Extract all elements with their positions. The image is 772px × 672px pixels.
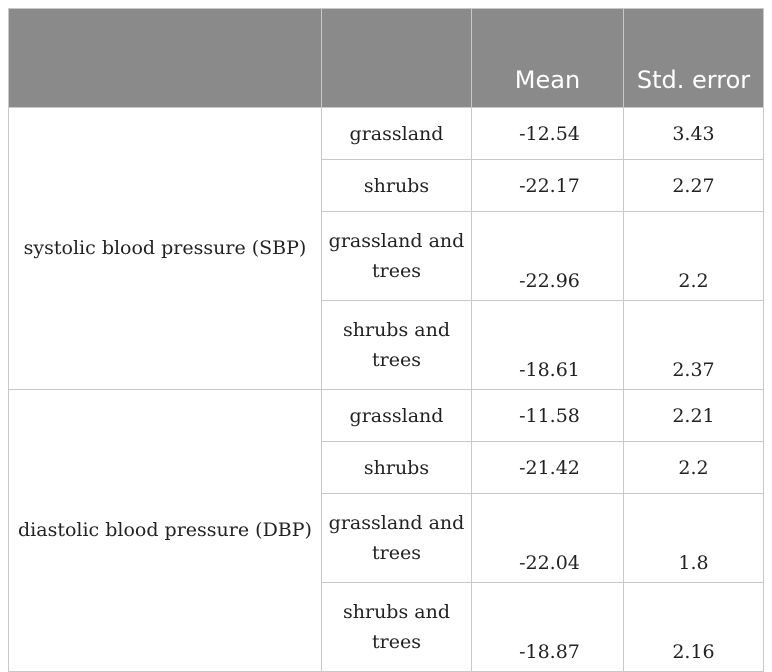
std-error-cell: 2.27 <box>623 159 764 212</box>
category-cell: grassland and trees <box>321 211 472 301</box>
category-cell: shrubs <box>321 441 472 494</box>
table-row: grassland and trees -22.04 1.8 <box>9 493 764 583</box>
std-error-cell: 2.16 <box>623 582 764 672</box>
header-group <box>8 8 322 108</box>
std-error-cell: 2.21 <box>623 389 764 442</box>
table-row: shrubs -22.17 2.27 <box>9 159 764 212</box>
std-error-cell: 3.43 <box>623 107 764 160</box>
mean-cell: -21.42 <box>471 441 624 494</box>
header-row: Mean Std. error <box>8 8 764 108</box>
table-body: systolic blood pressure (SBP) grassland … <box>8 107 764 672</box>
table-row: shrubs -21.42 2.2 <box>9 441 764 494</box>
mean-cell: -22.17 <box>471 159 624 212</box>
category-cell: shrubs and trees <box>321 582 472 672</box>
category-cell: grassland <box>321 389 472 442</box>
mean-cell: -22.96 <box>471 211 624 301</box>
category-cell: grassland and trees <box>321 493 472 583</box>
results-table: Mean Std. error systolic blood pressure … <box>8 8 764 672</box>
mean-cell: -22.04 <box>471 493 624 583</box>
header-std-error: Std. error <box>623 8 764 108</box>
table-row: shrubs and trees -18.61 2.37 <box>9 300 764 390</box>
std-error-cell: 2.2 <box>623 441 764 494</box>
mean-cell: -12.54 <box>471 107 624 160</box>
header-mean: Mean <box>471 8 624 108</box>
table-row: systolic blood pressure (SBP) grassland … <box>8 107 764 390</box>
mean-cell: -18.61 <box>471 300 624 390</box>
std-error-cell: 2.37 <box>623 300 764 390</box>
std-error-cell: 1.8 <box>623 493 764 583</box>
header-category <box>321 8 472 108</box>
group-label-dbp: diastolic blood pressure (DBP) <box>8 389 322 672</box>
category-cell: grassland <box>321 107 472 160</box>
group-label-sbp: systolic blood pressure (SBP) <box>8 107 322 390</box>
category-cell: shrubs and trees <box>321 300 472 390</box>
mean-cell: -18.87 <box>471 582 624 672</box>
table-header: Mean Std. error <box>8 8 764 108</box>
category-cell: shrubs <box>321 159 472 212</box>
std-error-cell: 2.2 <box>623 211 764 301</box>
table-row: grassland and trees -22.96 2.2 <box>9 211 764 301</box>
mean-cell: -11.58 <box>471 389 624 442</box>
table-row: diastolic blood pressure (DBP) grassland… <box>8 389 764 672</box>
